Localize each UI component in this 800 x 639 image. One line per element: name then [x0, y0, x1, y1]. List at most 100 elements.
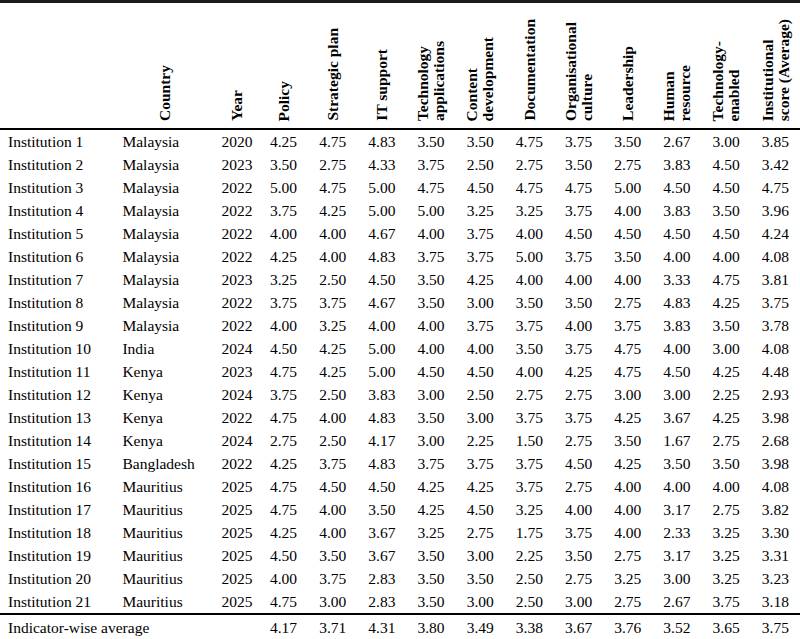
table-header: CountryYearPolicyStrategic planIT suppor… [0, 2, 800, 130]
cell-year: 2025 [215, 567, 259, 590]
cell-institution: Institution 6 [0, 245, 114, 268]
cell-documentation: 4.00 [505, 268, 554, 291]
footer-label: Indicator-wise average [0, 614, 259, 639]
column-header-year: Year [215, 2, 259, 130]
cell-technology_enabled: 2.75 [702, 498, 751, 521]
cell-it_support: 4.17 [357, 429, 406, 452]
cell-policy: 2.75 [259, 429, 308, 452]
cell-content_development: 4.25 [456, 268, 505, 291]
cell-it_support: 4.83 [357, 452, 406, 475]
cell-year: 2023 [215, 360, 259, 383]
cell-policy: 4.00 [259, 314, 308, 337]
cell-technology_applications: 3.50 [406, 268, 455, 291]
cell-leadership: 2.75 [603, 291, 652, 314]
footer-value-strategic_plan: 3.71 [308, 614, 357, 639]
header-row: CountryYearPolicyStrategic planIT suppor… [0, 2, 800, 130]
cell-strategic_plan: 4.00 [308, 406, 357, 429]
cell-institutional_score: 3.96 [751, 199, 800, 222]
cell-policy: 4.75 [259, 406, 308, 429]
cell-it_support: 5.00 [357, 176, 406, 199]
cell-year: 2022 [215, 199, 259, 222]
table-row: Institution 3Malaysia20225.004.755.004.7… [0, 176, 800, 199]
cell-human_resource: 2.67 [652, 590, 701, 614]
cell-technology_applications: 3.00 [406, 429, 455, 452]
cell-institution: Institution 14 [0, 429, 114, 452]
cell-institutional_score: 3.42 [751, 153, 800, 176]
cell-year: 2025 [215, 498, 259, 521]
cell-policy: 4.00 [259, 222, 308, 245]
column-header-technology_enabled: Technology- enabled [702, 2, 751, 130]
cell-institutional_score: 3.82 [751, 498, 800, 521]
table-row: Institution 19Mauritius20254.503.503.673… [0, 544, 800, 567]
cell-technology_enabled: 4.75 [702, 268, 751, 291]
cell-year: 2025 [215, 590, 259, 614]
cell-technology_enabled: 4.50 [702, 222, 751, 245]
cell-year: 2022 [215, 222, 259, 245]
cell-technology_enabled: 3.75 [702, 590, 751, 614]
column-header-strategic_plan: Strategic plan [308, 2, 357, 130]
footer-value-institutional_score: 3.75 [751, 614, 800, 639]
cell-strategic_plan: 4.00 [308, 521, 357, 544]
cell-policy: 4.00 [259, 567, 308, 590]
table-footer: Indicator-wise average4.173.714.313.803.… [0, 614, 800, 639]
cell-year: 2023 [215, 268, 259, 291]
cell-strategic_plan: 4.00 [308, 245, 357, 268]
cell-strategic_plan: 3.75 [308, 291, 357, 314]
cell-leadership: 4.00 [603, 268, 652, 291]
cell-year: 2022 [215, 406, 259, 429]
cell-institution: Institution 9 [0, 314, 114, 337]
cell-it_support: 5.00 [357, 199, 406, 222]
cell-institution: Institution 7 [0, 268, 114, 291]
cell-leadership: 4.25 [603, 406, 652, 429]
cell-institutional_score: 4.24 [751, 222, 800, 245]
cell-organisational_culture: 3.75 [554, 521, 603, 544]
cell-country: Malaysia [114, 268, 214, 291]
table-row: Institution 15Bangladesh20224.253.754.83… [0, 452, 800, 475]
cell-institutional_score: 3.98 [751, 452, 800, 475]
cell-organisational_culture: 3.75 [554, 199, 603, 222]
cell-technology_applications: 4.50 [406, 360, 455, 383]
cell-it_support: 4.83 [357, 406, 406, 429]
table-row: Institution 4Malaysia20223.754.255.005.0… [0, 199, 800, 222]
cell-technology_applications: 4.00 [406, 337, 455, 360]
cell-country: Mauritius [114, 567, 214, 590]
cell-institution: Institution 1 [0, 129, 114, 153]
cell-human_resource: 3.17 [652, 544, 701, 567]
column-header-it_support: IT support [357, 2, 406, 130]
table-row: Institution 14Kenya20242.752.504.173.002… [0, 429, 800, 452]
table-row: Institution 2Malaysia20233.502.754.333.7… [0, 153, 800, 176]
cell-human_resource: 3.00 [652, 383, 701, 406]
footer-value-technology_applications: 3.80 [406, 614, 455, 639]
cell-year: 2024 [215, 383, 259, 406]
cell-documentation: 4.00 [505, 222, 554, 245]
cell-institutional_score: 4.48 [751, 360, 800, 383]
column-header-label: Technology applications [415, 41, 447, 121]
cell-policy: 4.25 [259, 245, 308, 268]
cell-documentation: 2.75 [505, 153, 554, 176]
cell-technology_enabled: 4.25 [702, 406, 751, 429]
cell-documentation: 1.75 [505, 521, 554, 544]
column-header-leadership: Leadership [603, 2, 652, 130]
cell-technology_enabled: 3.50 [702, 199, 751, 222]
cell-country: Malaysia [114, 199, 214, 222]
cell-year: 2024 [215, 429, 259, 452]
cell-year: 2023 [215, 153, 259, 176]
column-header-label: Country [157, 65, 173, 121]
cell-organisational_culture: 4.00 [554, 498, 603, 521]
cell-documentation: 1.50 [505, 429, 554, 452]
table-row: Institution 11Kenya20234.754.255.004.504… [0, 360, 800, 383]
cell-leadership: 4.25 [603, 452, 652, 475]
table-body: Institution 1Malaysia20204.254.754.833.5… [0, 129, 800, 614]
cell-leadership: 3.00 [603, 383, 652, 406]
cell-technology_enabled: 4.00 [702, 475, 751, 498]
cell-documentation: 4.75 [505, 129, 554, 153]
cell-it_support: 5.00 [357, 360, 406, 383]
cell-institutional_score: 2.68 [751, 429, 800, 452]
cell-institution: Institution 5 [0, 222, 114, 245]
cell-leadership: 3.50 [603, 129, 652, 153]
cell-content_development: 4.50 [456, 498, 505, 521]
cell-country: Malaysia [114, 222, 214, 245]
column-header-label: Human resource [661, 65, 693, 121]
cell-organisational_culture: 2.75 [554, 475, 603, 498]
footer-row: Indicator-wise average4.173.714.313.803.… [0, 614, 800, 639]
